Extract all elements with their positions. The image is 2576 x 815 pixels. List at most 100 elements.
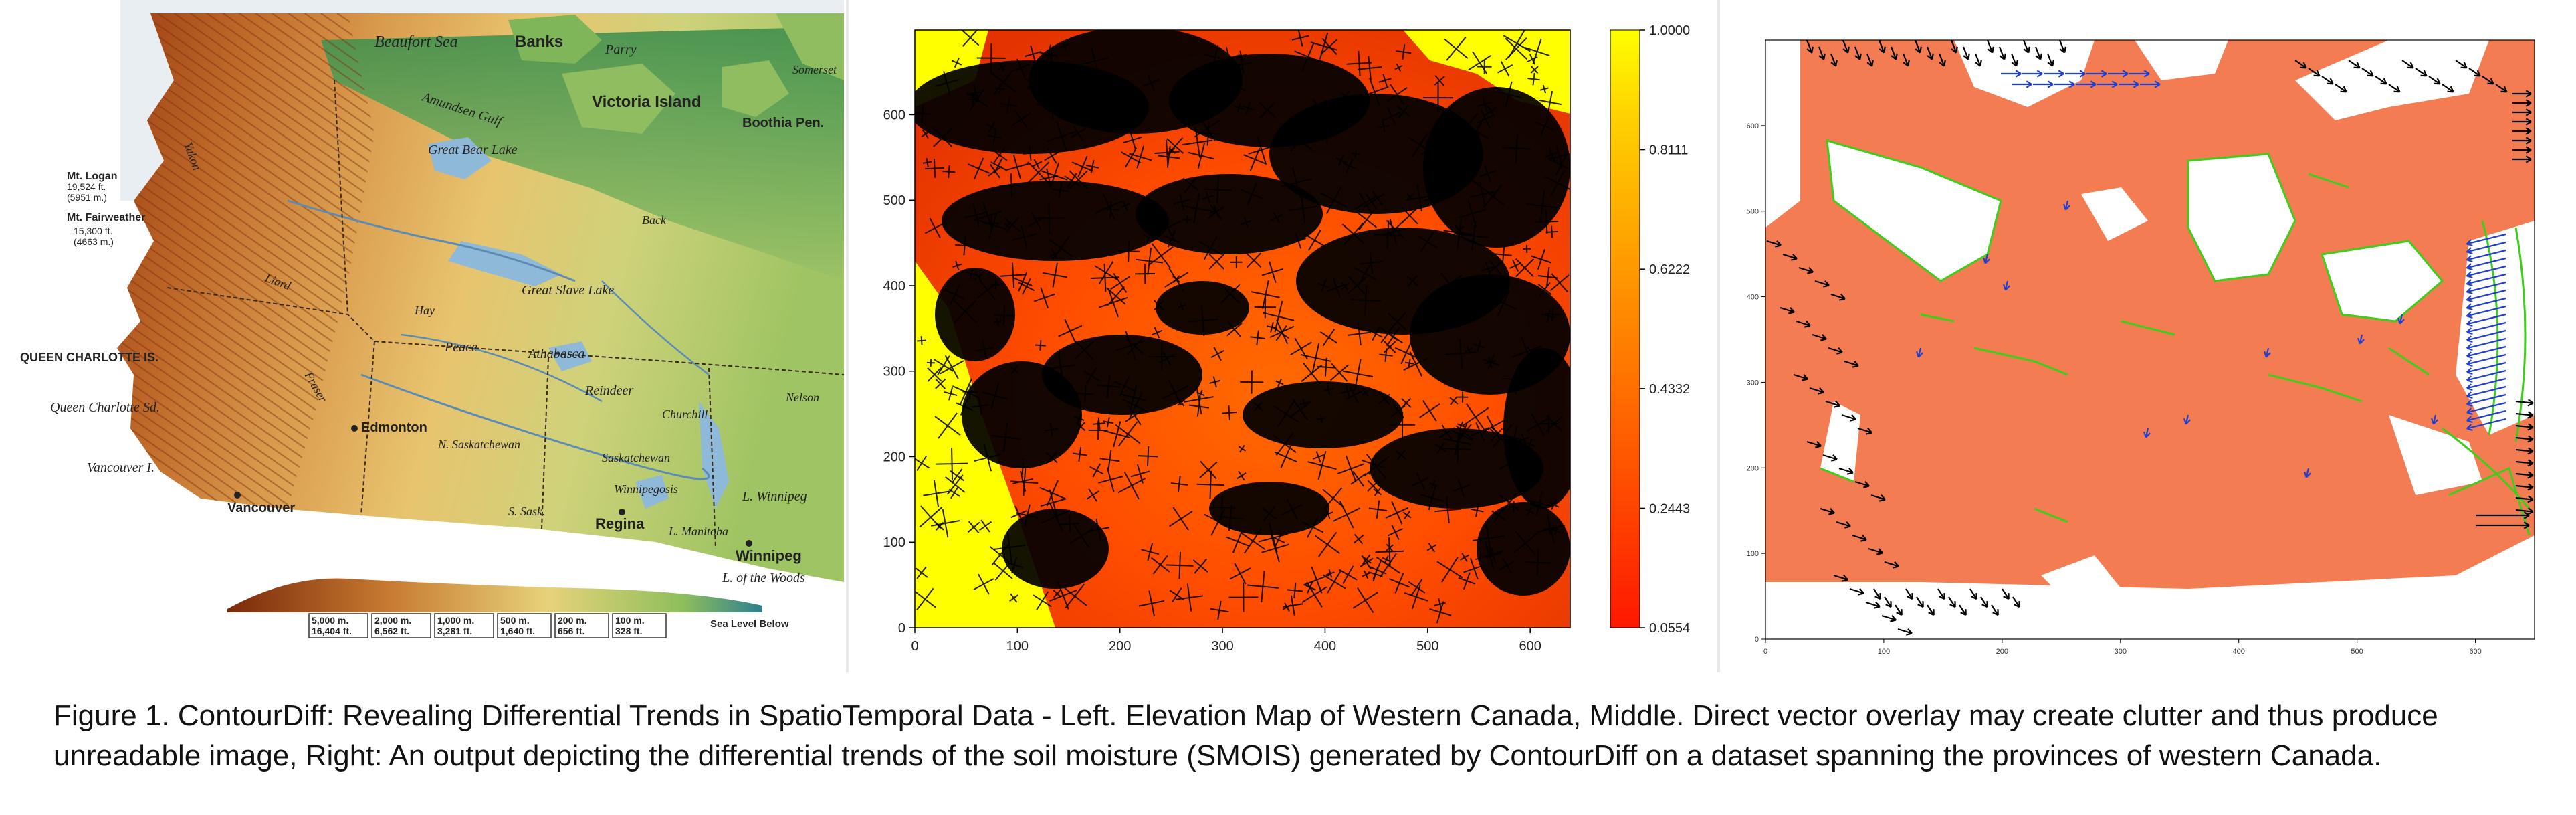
- overlay-vector: [1243, 147, 1267, 171]
- blue-arrow: [2466, 297, 2506, 311]
- overlay-vector: [1382, 107, 1401, 126]
- overlay-vector: [1290, 233, 1306, 249]
- edge-arrow: [1806, 440, 1822, 448]
- elevation-map-panel: Beaufort Sea Banks Parry Somerset Victor…: [0, 0, 845, 672]
- label-mt-fairweather: Mt. Fairweather: [67, 212, 145, 223]
- overlay-vector: [1163, 230, 1180, 248]
- y-tick-label: 300: [883, 365, 905, 379]
- label-vancouver: Vancouver: [227, 501, 295, 515]
- edge-arrow: [1905, 588, 1913, 600]
- blue-arrow: [2140, 80, 2161, 88]
- overlay-vector: [1471, 422, 1490, 442]
- overlay-vector: [1289, 398, 1311, 421]
- edge-arrow: [2515, 483, 2534, 491]
- label-boothia-pen: Boothia Pen.: [742, 116, 824, 130]
- overlay-vector: [965, 268, 978, 280]
- blue-arrow: [2466, 353, 2506, 367]
- edge-arrow: [1849, 587, 1864, 596]
- overlay-vector: [1307, 450, 1337, 480]
- colorbar-tick-label: 0.0554: [1649, 621, 1690, 636]
- overlay-vector: [1182, 127, 1213, 158]
- blue-arrow: [2033, 80, 2054, 88]
- overlay-vector: [1315, 531, 1340, 557]
- overlay-vector: [1041, 502, 1071, 531]
- label-mt-fairweather-m: (4663 m.): [74, 236, 114, 247]
- x-tick-label: 600: [1519, 639, 1541, 654]
- contour-line: [1920, 313, 1955, 323]
- overlay-vector: [1457, 166, 1481, 190]
- edge-arrow: [1830, 53, 1838, 67]
- edge-arrow: [1809, 387, 1824, 395]
- edge-arrow: [2361, 68, 2374, 77]
- overlay-vector: [1074, 413, 1085, 424]
- overlay-vector: [935, 71, 959, 95]
- blue-arrow: [2143, 428, 2151, 438]
- overlay-vector: [1357, 56, 1382, 81]
- overlay-vector: [1477, 96, 1493, 112]
- overlay-vector: [1340, 282, 1350, 291]
- overlay-vector: [1267, 322, 1277, 333]
- legend-entry-box: [434, 613, 494, 638]
- overlay-vector: [1053, 589, 1062, 598]
- overlay-vector: [1035, 340, 1046, 351]
- overlay-vector: [986, 122, 997, 133]
- overlay-vector: [1406, 275, 1418, 287]
- overlay-vector: [1095, 193, 1123, 221]
- overlay-vector: [1173, 193, 1190, 211]
- overlay-vector: [1222, 405, 1237, 420]
- overlay-vector: [1378, 74, 1392, 87]
- edge-arrow: [2512, 90, 2532, 98]
- overlay-vector: [976, 43, 1006, 73]
- blue-arrow: [2431, 414, 2438, 425]
- overlay-vector: [1086, 488, 1099, 502]
- legend-entry-box: [612, 613, 667, 638]
- overlay-vector: [988, 129, 1002, 144]
- overlay-vector: [1170, 475, 1188, 493]
- overlay-vector: [1527, 491, 1551, 515]
- overlay-vector: [1417, 232, 1437, 252]
- overlay-vector: [1352, 587, 1378, 614]
- overlay-vector: [1346, 50, 1372, 76]
- overlay-vector: [1342, 359, 1374, 389]
- overlay-vector: [1202, 191, 1214, 203]
- overlay-vector: [1228, 582, 1259, 612]
- x-tick-label: 200: [1996, 648, 2008, 656]
- overlay-vector: [1537, 282, 1552, 297]
- overlay-vector: [990, 280, 1001, 290]
- overlay-vector: [1436, 557, 1463, 583]
- overlay-vector: [1319, 329, 1338, 347]
- overlay-vector: [1458, 572, 1476, 590]
- overlay-vector: [1194, 116, 1220, 142]
- legend-entry: 500 m.1,640 ft.: [497, 613, 552, 638]
- overlay-mass: [1503, 348, 1570, 509]
- overlay-vector: [1273, 325, 1289, 341]
- blue-arrow: [2022, 70, 2043, 78]
- overlay-vector: [1011, 110, 1031, 130]
- blue-arrow: [2063, 200, 2070, 211]
- overlay-vector: [1074, 340, 1095, 360]
- overlay-vector: [1027, 213, 1046, 231]
- edge-arrow: [2335, 84, 2347, 93]
- label-lake-winnipeg: L. Winnipeg: [742, 489, 807, 504]
- overlay-vector: [973, 573, 994, 595]
- overlay-vector: [1485, 547, 1501, 563]
- overlay-vector: [1120, 384, 1146, 411]
- edge-arrow: [1974, 53, 1982, 67]
- overlay-vector: [933, 127, 953, 147]
- blue-arrow: [2466, 377, 2506, 391]
- overlay-vector: [1443, 427, 1473, 456]
- overlay-vector: [1044, 422, 1059, 437]
- overlay-vector: [1269, 319, 1295, 345]
- overlay-vector: [1182, 215, 1191, 224]
- edge-arrow: [1986, 40, 1994, 54]
- overlay-vector: [964, 203, 988, 227]
- overlay-vector: [1497, 61, 1513, 77]
- overlay-vector: [1406, 184, 1433, 212]
- blue-arrow: [2003, 280, 2010, 291]
- overlay-vector: [1488, 260, 1503, 274]
- edge-arrow: [1828, 347, 1843, 355]
- edge-arrow: [2476, 521, 2530, 529]
- overlay-vector: [1039, 168, 1059, 187]
- edge-arrow: [2415, 68, 2428, 77]
- overlay-vector: [1374, 220, 1402, 250]
